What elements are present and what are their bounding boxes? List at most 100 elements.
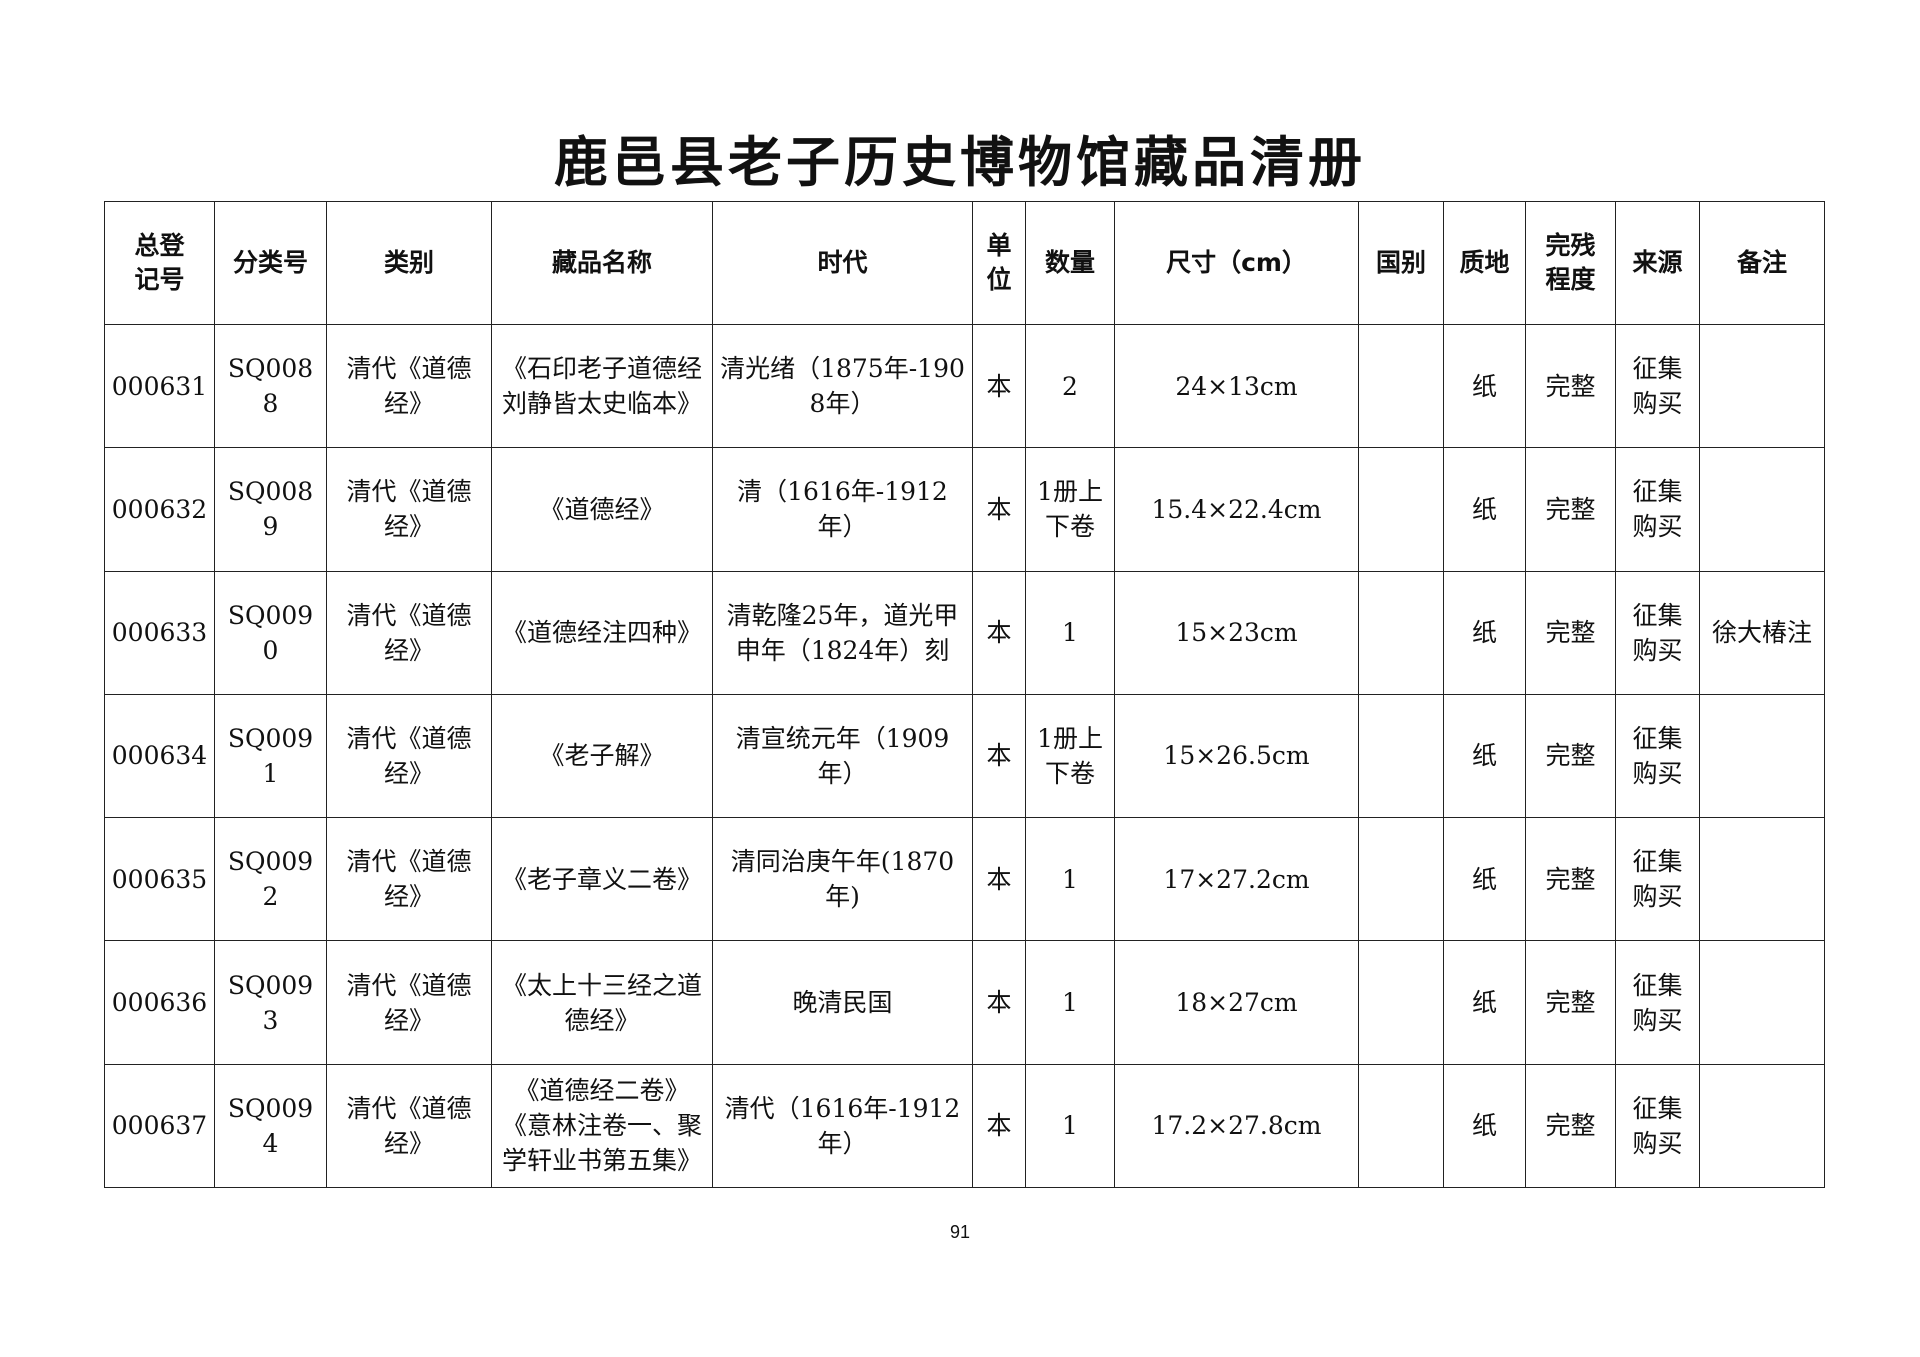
cell-material: 纸 <box>1443 817 1526 942</box>
cell-country <box>1358 447 1444 572</box>
cell-size: 18×27cm <box>1114 940 1359 1065</box>
cell-unit: 本 <box>972 570 1026 695</box>
cell-material: 纸 <box>1443 1063 1526 1189</box>
cell-class-no: SQ0092 <box>214 817 327 942</box>
collection-inventory-table: 总登 记号 分类号 类别 藏品名称 时代 单 位 数量 尺寸（cm） 国别 质地… <box>104 201 1825 1189</box>
table-row: 000631 SQ0088 清代《道德经》 《石印老子道德经刘静皆太史临本》 清光绪（1… <box>104 323 1825 449</box>
cell-item-name: 《太上十三经之道德经》 <box>491 940 713 1065</box>
cell-register-no: 000636 <box>104 940 215 1065</box>
cell-unit: 本 <box>972 323 1026 449</box>
cell-remarks <box>1699 817 1825 942</box>
cell-era: 清乾隆25年，道光甲申年（1824年）刻 <box>712 570 973 695</box>
cell-source: 征集购买 <box>1615 323 1700 449</box>
cell-remarks <box>1699 940 1825 1065</box>
cell-item-name: 《老子章义二卷》 <box>491 817 713 942</box>
col-header-item-name: 藏品名称 <box>491 201 713 325</box>
cell-quantity: 1 <box>1025 940 1115 1065</box>
cell-category: 清代《道德经》 <box>326 447 492 572</box>
cell-unit: 本 <box>972 817 1026 942</box>
cell-item-name: 《道德经注四种》 <box>491 570 713 695</box>
cell-era: 晚清民国 <box>712 940 973 1065</box>
col-header-era: 时代 <box>712 201 973 325</box>
cell-material: 纸 <box>1443 693 1526 819</box>
cell-source: 征集购买 <box>1615 1063 1700 1189</box>
cell-size: 15×26.5cm <box>1114 693 1359 819</box>
cell-unit: 本 <box>972 447 1026 572</box>
table-row: 000634 SQ0091 清代《道德经》 《老子解》 清宣统元年（1909年）本 1册上… <box>104 693 1825 819</box>
cell-unit: 本 <box>972 940 1026 1065</box>
cell-class-no: SQ0093 <box>214 940 327 1065</box>
cell-era: 清光绪（1875年-1908年） <box>712 323 973 449</box>
cell-unit: 本 <box>972 1063 1026 1189</box>
cell-size: 15.4×22.4cm <box>1114 447 1359 572</box>
cell-condition: 完整 <box>1525 570 1616 695</box>
cell-category: 清代《道德经》 <box>326 1063 492 1189</box>
cell-category: 清代《道德经》 <box>326 570 492 695</box>
cell-remarks <box>1699 323 1825 449</box>
cell-size: 17×27.2cm <box>1114 817 1359 942</box>
cell-quantity: 1 <box>1025 570 1115 695</box>
cell-condition: 完整 <box>1525 817 1616 942</box>
cell-condition: 完整 <box>1525 323 1616 449</box>
cell-category: 清代《道德经》 <box>326 940 492 1065</box>
cell-material: 纸 <box>1443 940 1526 1065</box>
cell-source: 征集购买 <box>1615 693 1700 819</box>
cell-country <box>1358 817 1444 942</box>
table-header-row: 总登 记号 分类号 类别 藏品名称 时代 单 位 数量 尺寸（cm） 国别 质地… <box>104 201 1825 325</box>
col-header-size: 尺寸（cm） <box>1114 201 1359 325</box>
cell-remarks <box>1699 447 1825 572</box>
cell-country <box>1358 323 1444 449</box>
cell-category: 清代《道德经》 <box>326 323 492 449</box>
cell-material: 纸 <box>1443 447 1526 572</box>
cell-class-no: SQ0091 <box>214 693 327 819</box>
col-header-remarks: 备注 <box>1699 201 1825 325</box>
cell-category: 清代《道德经》 <box>326 693 492 819</box>
cell-register-no: 000635 <box>104 817 215 942</box>
cell-quantity: 1 <box>1025 817 1115 942</box>
cell-quantity: 1册上下卷 <box>1025 693 1115 819</box>
col-header-condition: 完残 程度 <box>1525 201 1616 325</box>
col-header-unit: 单 位 <box>972 201 1026 325</box>
cell-class-no: SQ0088 <box>214 323 327 449</box>
cell-item-name: 《道德经二卷》《意林注卷一、聚学轩业书第五集》 <box>491 1063 713 1189</box>
cell-item-name: 《石印老子道德经刘静皆太史临本》 <box>491 323 713 449</box>
col-header-register-no: 总登 记号 <box>104 201 215 325</box>
cell-era: 清宣统元年（1909年） <box>712 693 973 819</box>
cell-register-no: 000631 <box>104 323 215 449</box>
cell-register-no: 000637 <box>104 1063 215 1189</box>
cell-source: 征集购买 <box>1615 817 1700 942</box>
cell-remarks: 徐大椿注 <box>1699 570 1825 695</box>
cell-condition: 完整 <box>1525 1063 1616 1189</box>
table-row: 000632 SQ0089 清代《道德经》 《道德经》 清（1616年-1912年）本 1… <box>104 447 1825 572</box>
cell-country <box>1358 570 1444 695</box>
cell-size: 17.2×27.8cm <box>1114 1063 1359 1189</box>
col-header-material: 质地 <box>1443 201 1526 325</box>
cell-remarks <box>1699 693 1825 819</box>
page-number: 91 <box>949 1222 971 1242</box>
cell-register-no: 000634 <box>104 693 215 819</box>
cell-category: 清代《道德经》 <box>326 817 492 942</box>
cell-condition: 完整 <box>1525 447 1616 572</box>
col-header-category: 类别 <box>326 201 492 325</box>
cell-quantity: 2 <box>1025 323 1115 449</box>
cell-item-name: 《老子解》 <box>491 693 713 819</box>
page-title: 鹿邑县老子历史博物馆藏品清册 <box>554 131 1366 194</box>
col-header-country: 国别 <box>1358 201 1444 325</box>
cell-era: 清代（1616年-1912年） <box>712 1063 973 1189</box>
cell-material: 纸 <box>1443 570 1526 695</box>
cell-source: 征集购买 <box>1615 447 1700 572</box>
cell-country <box>1358 1063 1444 1189</box>
cell-condition: 完整 <box>1525 940 1616 1065</box>
cell-register-no: 000633 <box>104 570 215 695</box>
cell-unit: 本 <box>972 693 1026 819</box>
table-row: 000633 SQ0090 清代《道德经》 《道德经注四种》 清乾隆25年，道光甲申年（… <box>104 570 1825 695</box>
col-header-class-no: 分类号 <box>214 201 327 325</box>
cell-item-name: 《道德经》 <box>491 447 713 572</box>
cell-source: 征集购买 <box>1615 570 1700 695</box>
cell-country <box>1358 693 1444 819</box>
cell-condition: 完整 <box>1525 693 1616 819</box>
cell-country <box>1358 940 1444 1065</box>
cell-source: 征集购买 <box>1615 940 1700 1065</box>
table-row: 000636 SQ0093 清代《道德经》 《太上十三经之道德经》 晚清民国本 1 18×2… <box>104 940 1825 1065</box>
cell-size: 24×13cm <box>1114 323 1359 449</box>
